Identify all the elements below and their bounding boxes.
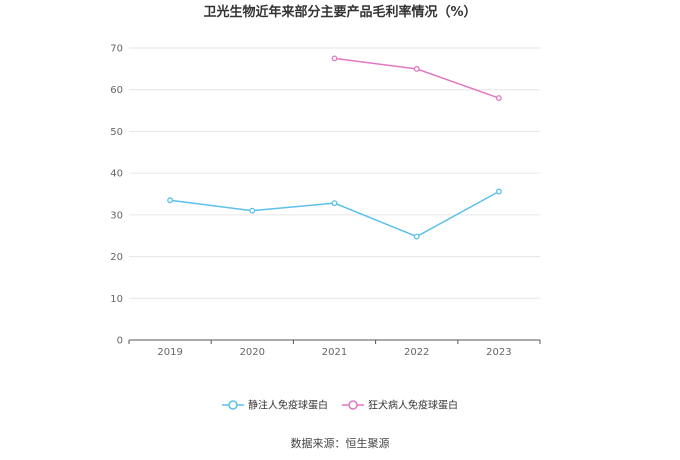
chart-title: 卫光生物近年来部分主要产品毛利率情况（%） bbox=[203, 4, 476, 20]
axes: 0 10 20 30 40 50 60 70 2019 2020 2021 2022 2023 bbox=[110, 44, 541, 358]
grid bbox=[129, 47, 540, 299]
legend[interactable]: 静注人免疫球蛋白 狂犬病人免疫球蛋白 bbox=[222, 399, 458, 412]
legend-label: 静注人免疫球蛋白 bbox=[248, 399, 328, 412]
x-tick-label: 2023 bbox=[486, 347, 511, 358]
x-tick-label: 2021 bbox=[322, 347, 347, 358]
x-tick-label: 2022 bbox=[404, 347, 429, 358]
x-tick-label: 2019 bbox=[157, 347, 182, 358]
y-tick-label: 60 bbox=[110, 85, 123, 96]
data-point bbox=[331, 200, 338, 207]
legend-item-1[interactable]: 静注人免疫球蛋白 bbox=[222, 399, 328, 412]
y-tick-label: 30 bbox=[110, 210, 123, 221]
data-point bbox=[495, 95, 502, 102]
data-point bbox=[413, 233, 420, 240]
y-tick-label: 50 bbox=[110, 127, 123, 138]
y-tick-label: 70 bbox=[110, 44, 123, 55]
data-source: 数据来源：恒生聚源 bbox=[291, 436, 390, 450]
legend-label: 狂犬病人免疫球蛋白 bbox=[368, 399, 458, 412]
data-point bbox=[413, 65, 420, 72]
legend-item-2[interactable]: 狂犬病人免疫球蛋白 bbox=[342, 399, 458, 412]
y-tick-label: 20 bbox=[110, 252, 123, 263]
y-tick-label: 0 bbox=[117, 336, 123, 347]
x-tick-label: 2020 bbox=[240, 347, 265, 358]
data-point bbox=[495, 188, 502, 195]
data-point bbox=[167, 197, 174, 204]
series-layer bbox=[167, 55, 502, 240]
series-line-1 bbox=[170, 190, 500, 238]
data-point bbox=[249, 207, 256, 214]
y-tick-label: 10 bbox=[110, 294, 123, 305]
y-tick-label: 40 bbox=[110, 169, 123, 180]
data-point bbox=[331, 55, 338, 62]
legend-marker bbox=[228, 400, 238, 410]
series-line-2 bbox=[334, 57, 500, 99]
legend-marker bbox=[348, 400, 358, 410]
